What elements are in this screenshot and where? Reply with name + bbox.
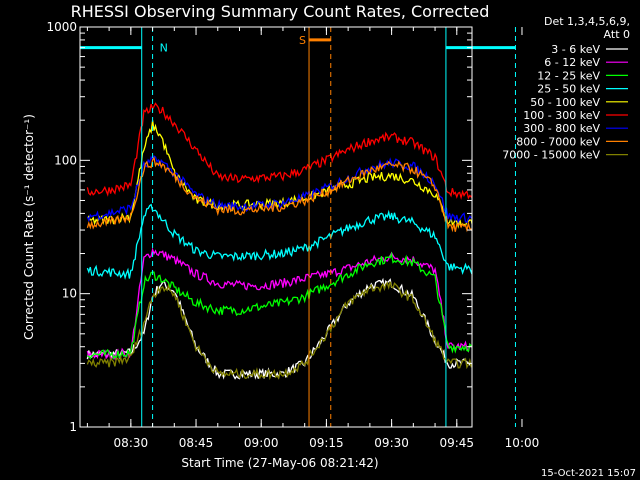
- x-axis-label: Start Time (27-May-06 08:21:42): [181, 456, 378, 470]
- series-line-9: [86, 281, 472, 381]
- y-axis: 1 10 100 1000: [46, 20, 472, 434]
- legend-label-7: 300 - 800 keV: [523, 122, 600, 135]
- legend-label-4: 25 - 50 keV: [537, 83, 600, 96]
- legend-label-1: 3 - 6 keV: [551, 43, 600, 56]
- y-tick-label-3: 100: [54, 153, 77, 167]
- series-line-7: [86, 155, 472, 224]
- series-line-6: [86, 102, 472, 201]
- x-tick-label-7: 10:00: [505, 436, 540, 450]
- series-line-5: [86, 120, 472, 229]
- date-stamp: 15-Oct-2021 15:07: [541, 468, 636, 479]
- x-tick-label-2: 08:45: [179, 436, 214, 450]
- legend-label-5: 50 - 100 keV: [530, 96, 600, 109]
- legend-label-2: 6 - 12 keV: [544, 56, 600, 69]
- series-line-4: [86, 203, 472, 280]
- detector-label: Det 1,3,4,5,6,9,: [544, 15, 630, 28]
- x-tick-label-5: 09:30: [374, 436, 409, 450]
- series-line-8: [86, 156, 472, 233]
- chart-title: RHESSI Observing Summary Count Rates, Co…: [71, 2, 490, 21]
- y-tick-label-2: 10: [62, 287, 77, 301]
- overlay-layer: NS: [80, 27, 516, 427]
- y-axis-label: Corrected Count Rate (s⁻¹ detector⁻¹): [22, 114, 36, 340]
- series-line-3: [87, 251, 472, 361]
- series-layer: [86, 102, 472, 381]
- legend-label-9: 7000 - 15000 keV: [502, 149, 600, 162]
- night-marker: N: [160, 42, 168, 55]
- saa-marker: S: [299, 34, 306, 47]
- y-tick-label-4: 1000: [46, 20, 77, 34]
- x-tick-label-4: 09:15: [309, 436, 344, 450]
- x-axis: 08:30 08:45 09:00 09:15 09:30 09:45 10:00: [86, 27, 540, 450]
- legend-label-6: 100 - 300 keV: [523, 109, 600, 122]
- attenuator-label: Att 0: [604, 28, 630, 41]
- x-tick-label-6: 09:45: [439, 436, 474, 450]
- x-tick-label-3: 09:00: [244, 436, 279, 450]
- legend-label-8: 800 - 7000 keV: [516, 135, 600, 148]
- plot-frame: [79, 26, 473, 428]
- y-tick-label-1: 1: [69, 420, 77, 434]
- series-line-2: [86, 247, 472, 361]
- x-tick-label-1: 08:30: [114, 436, 149, 450]
- legend-label-3: 12 - 25 keV: [537, 69, 600, 82]
